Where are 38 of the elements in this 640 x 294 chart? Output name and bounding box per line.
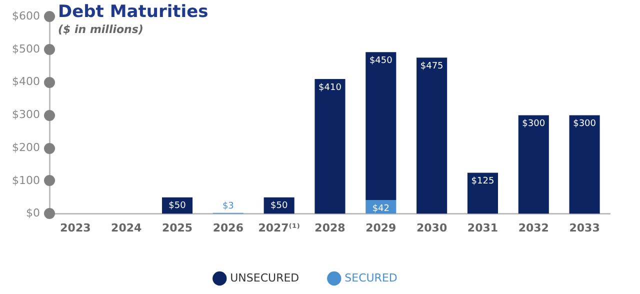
text: ($ in millions) <box>58 23 144 36</box>
bar <box>416 58 448 214</box>
x-tick-label: 2029 <box>366 221 396 234</box>
data-label: $125 <box>471 176 494 187</box>
x-tick-label: 2025 <box>162 221 193 234</box>
y-tick-label: $200 <box>12 140 40 154</box>
bar <box>569 115 600 214</box>
bar <box>518 115 549 214</box>
data-label: $50 <box>168 201 186 212</box>
x-tick-label: 2026 <box>212 221 244 234</box>
bar <box>467 172 498 214</box>
x-tick-label: 2028 <box>314 221 346 234</box>
data-label: $42 <box>372 204 390 214</box>
y-tick-label: $300 <box>12 108 40 122</box>
y-tick-label: $0 <box>26 206 40 220</box>
x-tick-label: 2033 <box>569 221 600 234</box>
x-tick-label: 2030 <box>416 221 448 234</box>
x-tick-label: 2032 <box>518 221 549 234</box>
data-label: $50 <box>270 201 288 212</box>
y-tick-label: $400 <box>12 75 40 88</box>
data-label: $300 <box>522 119 546 130</box>
x-tick-label: 2031 <box>467 221 498 234</box>
data-label: $450 <box>369 56 393 66</box>
y-tick-label: $100 <box>12 174 40 187</box>
chart-title: Debt Maturities <box>58 2 208 22</box>
y-tick-label: $600 <box>12 9 40 22</box>
bar <box>314 79 346 214</box>
x-tick-label: 2024 <box>111 221 142 234</box>
legend-label: UNSECURED <box>230 271 300 284</box>
x-tick-label: 2023 <box>60 221 91 234</box>
legend-label: SECURED <box>344 271 398 284</box>
data-label: $410 <box>318 82 342 93</box>
data-label: $475 <box>420 62 444 72</box>
x-tick-label: 2027⁽¹⁾ <box>258 221 300 234</box>
y-tick-label: $500 <box>12 42 40 56</box>
data-label: $3 <box>222 202 234 212</box>
bar <box>366 52 396 200</box>
data-label: $300 <box>573 119 596 130</box>
